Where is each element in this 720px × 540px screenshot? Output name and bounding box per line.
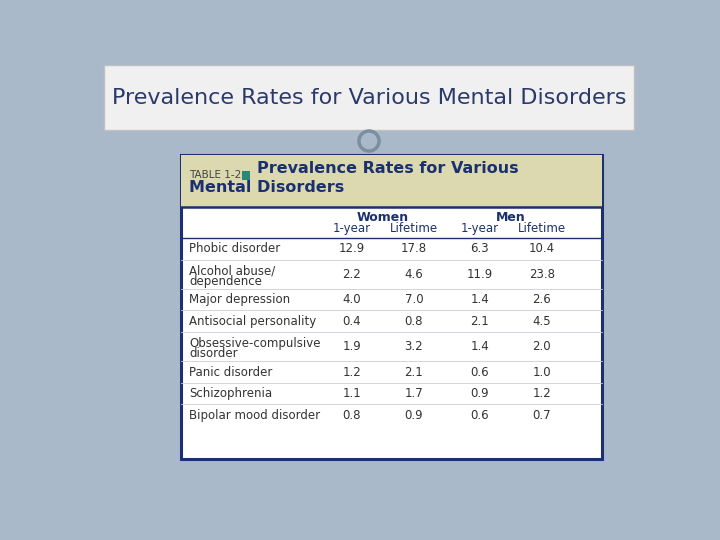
Text: 0.9: 0.9: [405, 409, 423, 422]
Text: 1.1: 1.1: [343, 387, 361, 400]
Text: 17.8: 17.8: [401, 242, 427, 255]
Text: 10.4: 10.4: [528, 242, 555, 255]
Text: 6.3: 6.3: [470, 242, 489, 255]
Text: 4.0: 4.0: [343, 293, 361, 306]
Text: 1-year: 1-year: [333, 222, 371, 235]
Text: 2.0: 2.0: [533, 340, 551, 353]
Text: 0.9: 0.9: [470, 387, 489, 400]
Text: 3.2: 3.2: [405, 340, 423, 353]
Text: Major depression: Major depression: [189, 293, 290, 306]
Text: 1.4: 1.4: [470, 340, 489, 353]
Text: 12.9: 12.9: [339, 242, 365, 255]
FancyBboxPatch shape: [181, 155, 601, 207]
Text: 4.6: 4.6: [405, 268, 423, 281]
Text: Bipolar mood disorder: Bipolar mood disorder: [189, 409, 320, 422]
FancyBboxPatch shape: [104, 65, 634, 130]
Text: Women: Women: [357, 211, 409, 224]
Text: 2.1: 2.1: [470, 315, 489, 328]
Text: disorder: disorder: [189, 347, 238, 360]
FancyBboxPatch shape: [242, 171, 251, 179]
Text: Schizophrenia: Schizophrenia: [189, 387, 272, 400]
Text: 11.9: 11.9: [467, 268, 493, 281]
Text: 2.2: 2.2: [343, 268, 361, 281]
FancyBboxPatch shape: [181, 155, 601, 459]
Text: Mental Disorders: Mental Disorders: [189, 180, 344, 195]
Text: 0.4: 0.4: [343, 315, 361, 328]
Text: 0.6: 0.6: [470, 366, 489, 379]
Text: 1.2: 1.2: [533, 387, 552, 400]
Text: Alcohol abuse/: Alcohol abuse/: [189, 265, 276, 278]
Text: Panic disorder: Panic disorder: [189, 366, 273, 379]
Text: 2.1: 2.1: [405, 366, 423, 379]
Circle shape: [359, 131, 379, 151]
Text: dependence: dependence: [189, 275, 262, 288]
Text: TABLE 1-2: TABLE 1-2: [189, 170, 241, 180]
Text: 1.0: 1.0: [533, 366, 551, 379]
Text: 1.2: 1.2: [343, 366, 361, 379]
Text: Prevalence Rates for Various Mental Disorders: Prevalence Rates for Various Mental Diso…: [112, 87, 626, 107]
Text: 0.8: 0.8: [405, 315, 423, 328]
Text: 0.6: 0.6: [470, 409, 489, 422]
Text: 1.7: 1.7: [405, 387, 423, 400]
Text: Lifetime: Lifetime: [390, 222, 438, 235]
Text: 1.9: 1.9: [343, 340, 361, 353]
Text: Antisocial personality: Antisocial personality: [189, 315, 317, 328]
Text: 23.8: 23.8: [528, 268, 555, 281]
Text: Phobic disorder: Phobic disorder: [189, 242, 281, 255]
Text: 1.4: 1.4: [470, 293, 489, 306]
Text: Obsessive-compulsive: Obsessive-compulsive: [189, 338, 320, 350]
Text: 7.0: 7.0: [405, 293, 423, 306]
Text: Men: Men: [496, 211, 526, 224]
Text: Lifetime: Lifetime: [518, 222, 566, 235]
Text: 1-year: 1-year: [461, 222, 499, 235]
Text: 2.6: 2.6: [533, 293, 552, 306]
Text: 4.5: 4.5: [533, 315, 551, 328]
Text: 0.7: 0.7: [533, 409, 551, 422]
Text: Prevalence Rates for Various: Prevalence Rates for Various: [256, 161, 518, 176]
Text: 0.8: 0.8: [343, 409, 361, 422]
